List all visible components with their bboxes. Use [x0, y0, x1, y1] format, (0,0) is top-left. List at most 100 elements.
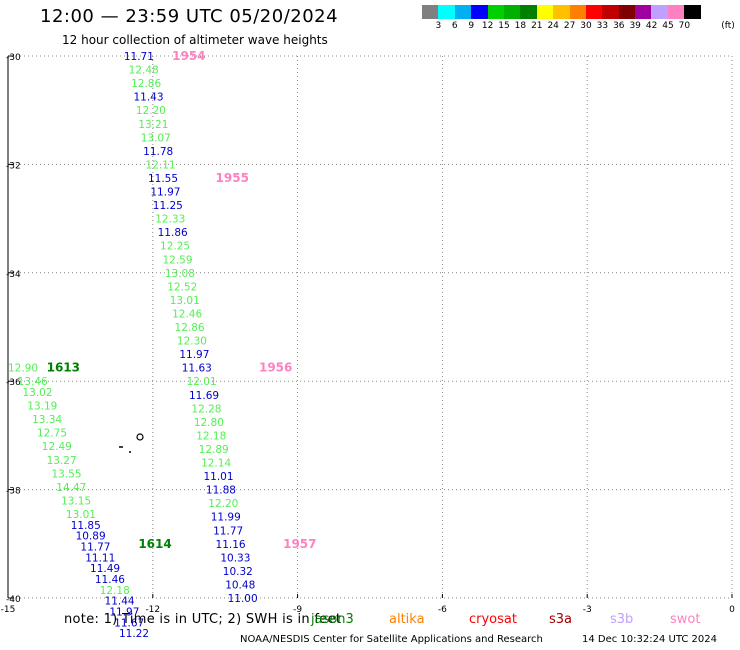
wave-height-value: 13.15	[61, 495, 91, 507]
wave-height-value: 12.90	[8, 363, 38, 375]
wave-height-value: 12.75	[37, 428, 67, 440]
satellite-swot: swot	[670, 612, 701, 627]
x-tick-label: -12	[145, 605, 160, 615]
pass-time-label: 1954	[172, 49, 205, 63]
wave-height-value: 12.86	[175, 322, 205, 334]
legend-swatch	[684, 5, 701, 19]
footer-agency: NOAA/NESDIS Center for Satellite Applica…	[240, 634, 543, 645]
satellite-s3a: s3a	[549, 612, 573, 627]
wave-height-value: 11.71	[124, 51, 154, 63]
wave-height-value: 11.97	[109, 607, 139, 619]
legend-swatch	[536, 5, 554, 19]
x-tick-label: 0	[729, 605, 735, 615]
wave-height-value: 12.25	[160, 241, 190, 253]
legend-label: 27	[563, 21, 576, 31]
wave-height-value: 12.52	[167, 281, 197, 293]
wave-height-labels: 11.7112.4812.8611.4312.2013.2113.0711.78…	[8, 51, 258, 640]
wave-height-value: 13.19	[27, 401, 57, 413]
y-tick-label: -38	[6, 487, 21, 497]
wave-height-value: 11.49	[90, 563, 120, 575]
wave-height-value: 11.00	[228, 593, 258, 605]
wave-height-value: 12.14	[201, 458, 231, 470]
legend-label: 45	[662, 21, 674, 31]
wave-height-value: 12.89	[199, 444, 229, 456]
wave-height-value: 10.48	[225, 579, 255, 591]
satellite-s3b: s3b	[610, 612, 634, 627]
legend-label: 70	[678, 21, 691, 31]
wave-height-value: 11.97	[179, 349, 209, 361]
legend-swatch	[569, 5, 586, 19]
wave-height-value: 11.22	[119, 628, 149, 640]
legend-swatch	[602, 5, 619, 19]
legend-label: 42	[645, 21, 658, 31]
wave-height-value: 12.11	[146, 159, 176, 171]
legend-swatch	[487, 5, 504, 19]
legend-label: 3	[435, 21, 442, 31]
satellite-jason3: jason3	[311, 612, 354, 627]
wave-height-value: 12.33	[155, 214, 185, 226]
legend-label: 9	[468, 21, 475, 31]
wave-height-value: 12.20	[136, 105, 166, 117]
legend-swatch	[503, 5, 521, 19]
wave-height-value: 11.43	[133, 92, 163, 104]
wave-height-value: 11.99	[211, 512, 241, 524]
pass-time-label: 1614	[138, 537, 171, 551]
y-tick-label: -32	[6, 161, 21, 171]
legend-swatch	[438, 5, 455, 19]
pass-time-label: 1957	[283, 537, 316, 551]
legend-label: 24	[547, 21, 559, 31]
wave-height-value: 12.20	[208, 498, 238, 510]
legend-swatch	[454, 5, 472, 19]
wave-height-value: 13.01	[170, 295, 200, 307]
wave-height-value: 11.11	[85, 552, 115, 564]
legend-label: 18	[514, 21, 527, 31]
x-tick-label: -9	[293, 605, 302, 615]
legend-label: 12	[481, 21, 494, 31]
legend-swatch	[585, 5, 603, 19]
legend-label: 21	[531, 21, 543, 31]
island-mark	[136, 433, 144, 441]
legend-swatch	[618, 5, 636, 19]
x-tick-label: -6	[438, 605, 447, 615]
wave-height-value: 13.02	[22, 387, 52, 399]
legend-label: 33	[596, 21, 609, 31]
legend-label: 39	[629, 21, 641, 31]
wave-height-value: 12.80	[194, 417, 224, 429]
wave-height-value: 11.55	[148, 173, 178, 185]
wave-height-value: 11.97	[150, 187, 180, 199]
legend-swatch	[520, 5, 537, 19]
legend-label: 6	[451, 21, 458, 31]
wave-height-value: 11.77	[213, 525, 243, 537]
wave-height-value: 13.07	[141, 132, 171, 144]
wave-height-value: 12.48	[129, 65, 159, 77]
wave-height-value: 12.59	[162, 254, 192, 266]
wave-height-value: 13.27	[47, 455, 77, 467]
wave-height-value: 11.77	[80, 542, 110, 554]
pass-time-label: 1613	[47, 361, 80, 375]
pass-time-label: 1956	[259, 361, 292, 375]
wave-height-value: 10.33	[220, 552, 250, 564]
wave-height-value: 11.01	[203, 471, 233, 483]
y-tick-label: -36	[6, 378, 21, 388]
wave-height-value: 11.86	[158, 227, 188, 239]
legend-swatch	[667, 5, 685, 19]
wave-height-value: 13.21	[138, 119, 168, 131]
wave-height-value: 11.63	[182, 363, 212, 375]
pass-time-labels: 1954 1955 1956 1957 1613 1614	[47, 49, 317, 551]
wave-height-value: 11.46	[95, 574, 125, 586]
footer-timestamp: 14 Dec 10:32:24 UTC 2024	[582, 634, 717, 645]
wave-height-value: 11.25	[153, 200, 183, 212]
legend-label: 30	[580, 21, 592, 31]
wave-height-value: 11.78	[143, 146, 173, 158]
wave-height-value: 12.01	[187, 376, 217, 388]
wave-height-value: 13.34	[32, 414, 62, 426]
wave-height-value: 12.28	[191, 403, 221, 415]
wave-height-value: 11.16	[216, 539, 246, 551]
legend-swatch	[422, 5, 439, 19]
legend-swatch	[471, 5, 488, 19]
y-tick-label: -40	[6, 595, 21, 605]
wave-height-value: 11.44	[105, 596, 135, 608]
wave-height-value: 11.88	[206, 485, 236, 497]
x-tick-label: -3	[583, 605, 592, 615]
